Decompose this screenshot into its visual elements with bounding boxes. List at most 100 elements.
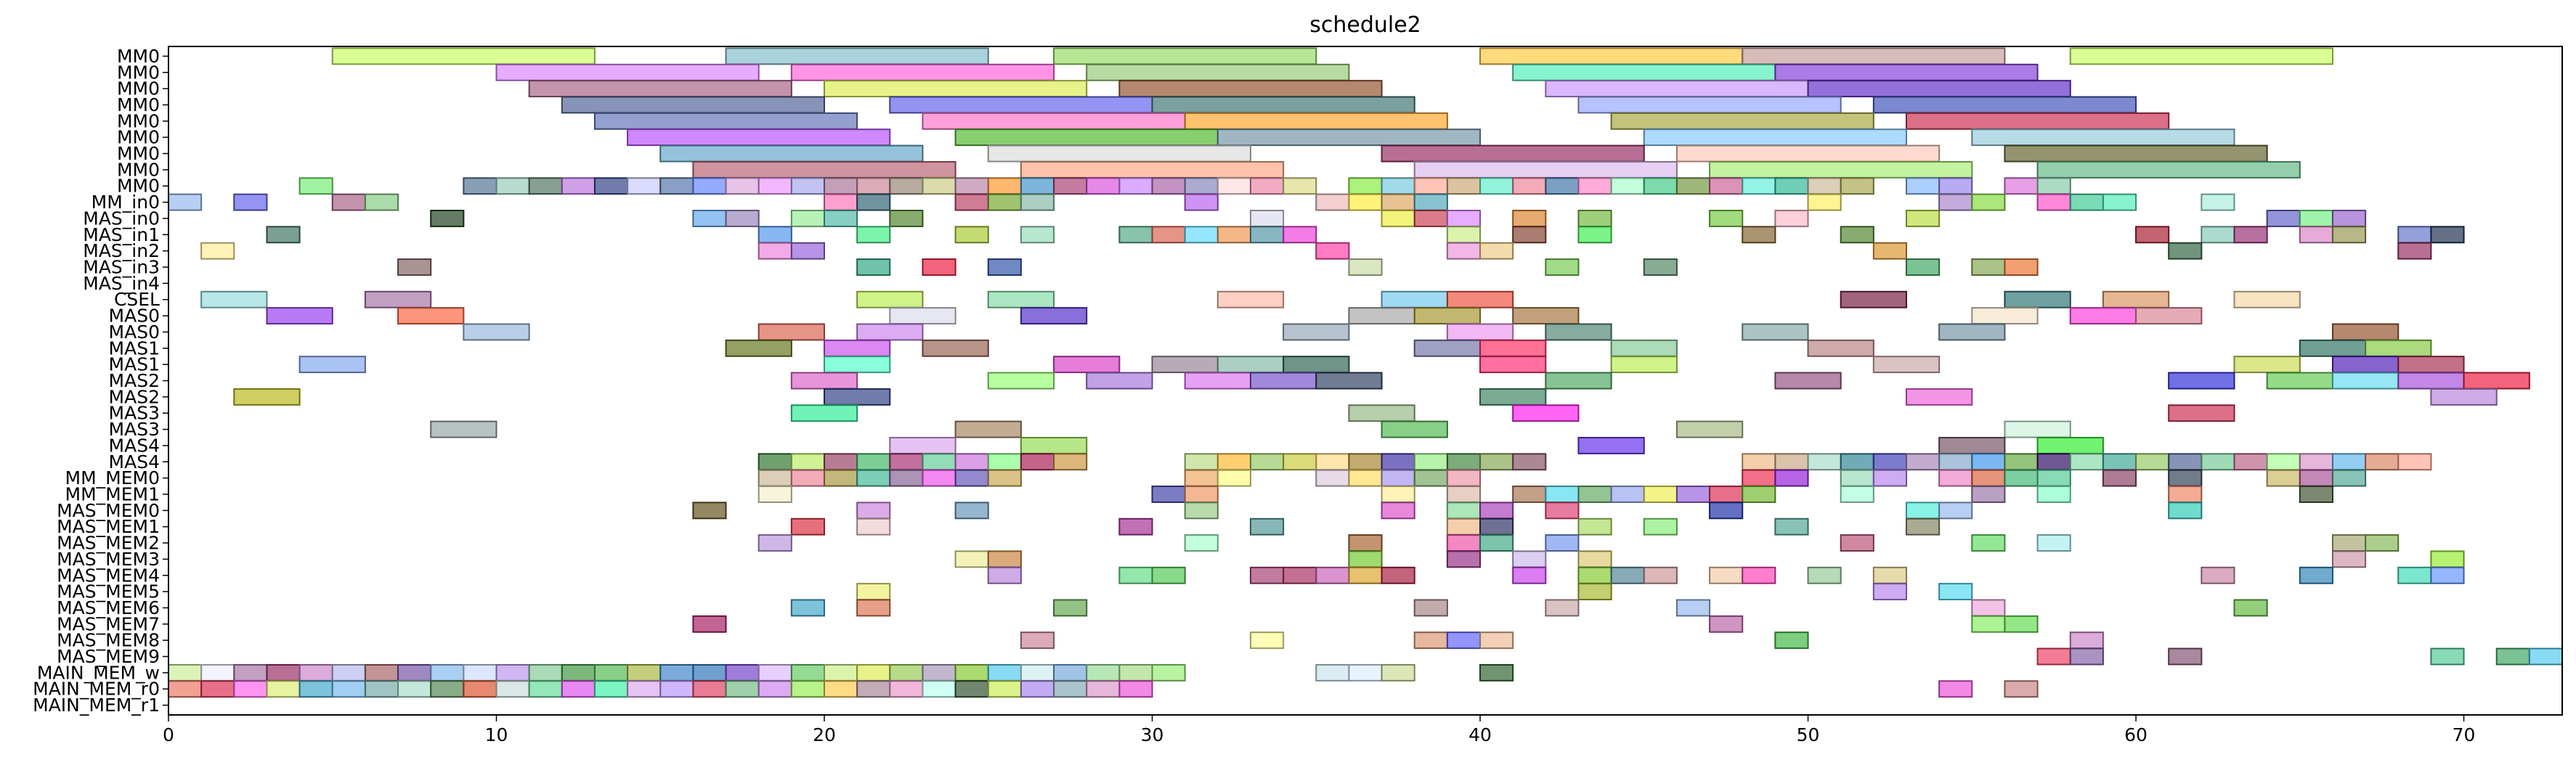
task-bar xyxy=(266,226,301,244)
task-bar xyxy=(1413,631,1448,650)
task-bar xyxy=(692,663,727,682)
task-bar xyxy=(2102,453,2137,471)
task-bar xyxy=(1643,177,1678,195)
task-bar xyxy=(1545,258,1580,276)
y-tick-label: MAS_in4 xyxy=(83,273,160,294)
task-bar xyxy=(1283,177,1317,195)
task-bar xyxy=(1709,210,1744,227)
task-bar xyxy=(1872,469,1907,487)
task-bar xyxy=(1413,177,1448,195)
task-bar xyxy=(2036,436,2104,454)
task-bar xyxy=(659,663,694,682)
task-bar xyxy=(1709,177,1744,195)
task-bar xyxy=(1774,469,1809,487)
task-bar xyxy=(1216,128,1482,147)
task-bar xyxy=(1020,453,1055,471)
task-bar xyxy=(2036,160,2301,179)
task-bar xyxy=(1283,226,1317,244)
task-bar xyxy=(1020,436,1088,454)
task-bar xyxy=(987,550,1022,568)
task-bar xyxy=(1905,453,1941,471)
task-bar xyxy=(1938,436,2006,454)
task-bar xyxy=(430,663,465,682)
task-bar xyxy=(495,63,760,81)
y-tick-label: MAS_MEM3 xyxy=(57,549,160,570)
task-bar xyxy=(1479,453,1514,471)
task-bar xyxy=(627,128,891,147)
task-bar xyxy=(2168,486,2203,503)
task-bar xyxy=(1446,453,1482,471)
task-bar xyxy=(1807,193,1842,211)
task-bar xyxy=(2201,566,2235,584)
task-bar xyxy=(1151,96,1415,114)
task-bar xyxy=(2299,566,2333,584)
task-bar xyxy=(757,534,792,552)
task-bar xyxy=(1348,663,1383,682)
task-bar xyxy=(397,680,432,698)
task-bar xyxy=(1446,534,1482,552)
task-bar xyxy=(1512,63,1776,81)
task-bar xyxy=(1479,502,1514,520)
task-bar xyxy=(266,307,333,325)
task-bar xyxy=(1413,210,1448,227)
task-bar xyxy=(1446,210,1482,227)
task-bar xyxy=(1381,453,1415,471)
task-bar xyxy=(1184,112,1448,130)
task-bar xyxy=(2168,647,2203,666)
task-bar xyxy=(725,663,760,682)
y-tick-label: MAIN_MEM_w xyxy=(37,662,160,683)
task-bar xyxy=(364,680,399,698)
task-bar xyxy=(1315,469,1350,487)
task-bar xyxy=(1512,307,1580,325)
task-bar xyxy=(1512,453,1547,471)
task-bar xyxy=(1643,566,1678,584)
task-bar xyxy=(1709,615,1744,633)
y-tick-label: MAS_in0 xyxy=(83,208,160,229)
y-tick-label: CSEL xyxy=(114,289,160,310)
task-bar xyxy=(495,663,530,682)
task-bar xyxy=(168,680,203,698)
task-bar xyxy=(561,663,596,682)
task-bar xyxy=(528,663,563,682)
task-bar xyxy=(430,420,497,438)
y-tick-label: MAS_MEM9 xyxy=(57,646,160,667)
task-bar xyxy=(889,663,924,682)
task-bar xyxy=(397,258,432,276)
task-bar xyxy=(1675,599,1711,617)
task-bar xyxy=(1643,518,1678,536)
task-bar xyxy=(1971,307,2039,325)
task-bar xyxy=(987,680,1022,698)
task-bar xyxy=(987,372,1055,390)
y-tick-label: MAS2 xyxy=(109,386,160,407)
task-bar xyxy=(1512,210,1547,227)
task-bar xyxy=(1774,631,1809,650)
task-bar xyxy=(2201,193,2235,211)
task-bar xyxy=(1249,210,1285,227)
task-bar xyxy=(922,339,989,357)
task-bar xyxy=(1216,356,1285,374)
task-bar xyxy=(757,177,792,195)
task-bar xyxy=(1938,680,1973,698)
task-bar xyxy=(922,177,956,195)
task-bar xyxy=(692,210,727,227)
task-bar xyxy=(1315,566,1350,584)
task-bar xyxy=(1545,502,1580,520)
task-bar xyxy=(2004,177,2039,195)
task-bar xyxy=(2331,226,2367,244)
task-bar xyxy=(1413,469,1448,487)
task-bar xyxy=(1086,177,1121,195)
y-tick-label: MAIN_MEM_r1 xyxy=(33,695,160,716)
y-tick-label: MAS_MEM4 xyxy=(57,565,160,586)
task-bar xyxy=(954,177,989,195)
y-tick-label: MAS_in2 xyxy=(83,240,160,261)
task-bar xyxy=(331,680,366,698)
task-bar xyxy=(2168,502,2203,520)
task-bar xyxy=(757,323,826,341)
task-bar xyxy=(1479,339,1547,357)
task-bar xyxy=(659,680,694,698)
task-bar xyxy=(1577,486,1612,503)
task-bar xyxy=(1512,226,1547,244)
task-bar xyxy=(2069,647,2104,666)
task-bar xyxy=(495,177,530,195)
x-tick-label: 50 xyxy=(1797,724,1820,745)
